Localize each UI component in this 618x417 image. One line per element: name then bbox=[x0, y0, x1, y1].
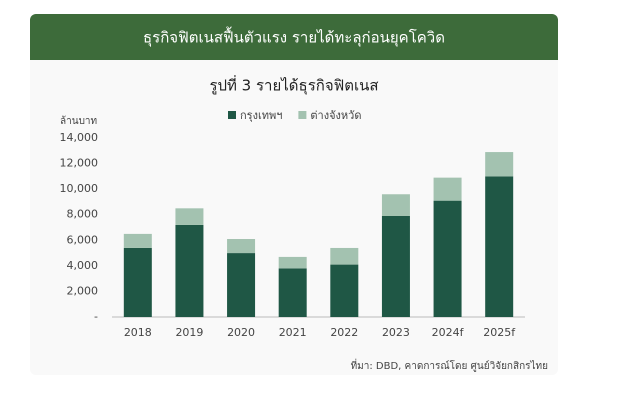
bar-segment bbox=[175, 224, 204, 317]
bar-segment bbox=[381, 215, 410, 317]
bar-segment bbox=[381, 194, 410, 216]
x-tick-label: 2023 bbox=[382, 326, 410, 339]
legend-swatch bbox=[298, 111, 307, 119]
legend-label: กรุงเทพฯ bbox=[240, 109, 282, 122]
y-tick-label: 2,000 bbox=[67, 284, 99, 297]
bar-segment bbox=[227, 253, 256, 317]
bar-segment bbox=[433, 177, 462, 201]
x-tick-label: 2022 bbox=[330, 326, 358, 339]
bar-segment bbox=[485, 152, 514, 177]
legend-swatch bbox=[228, 111, 236, 119]
bar-segment bbox=[330, 247, 359, 265]
legend-label: ต่างจังหวัด bbox=[310, 109, 361, 122]
bar-segment bbox=[433, 200, 462, 317]
source: ที่มา: DBD, คาดการณ์โดย ศูนย์วิจัยกสิกรไ… bbox=[351, 358, 548, 372]
bar-segment bbox=[123, 233, 152, 248]
x-tick-label: 2018 bbox=[124, 326, 152, 339]
y-tick-label: 8,000 bbox=[67, 208, 99, 221]
bar-segment bbox=[485, 176, 514, 317]
bar-segment bbox=[227, 239, 256, 254]
bar-segment bbox=[123, 247, 152, 317]
x-tick-label: 2020 bbox=[227, 326, 255, 339]
y-tick-label: 6,000 bbox=[67, 233, 99, 246]
y-axis-label: ล้านบาท bbox=[60, 115, 97, 127]
bar-segment bbox=[330, 264, 359, 317]
x-tick-label: 2021 bbox=[279, 326, 307, 339]
banner-title: ธุรกิจฟิตเนสฟื้นตัวแรง รายได้ทะลุก่อนยุค… bbox=[143, 27, 445, 48]
y-tick-label: 14,000 bbox=[60, 131, 99, 144]
y-tick-label: 12,000 bbox=[60, 157, 99, 170]
banner bbox=[30, 14, 558, 60]
y-tick-label: 4,000 bbox=[67, 259, 99, 272]
y-tick-label: 10,000 bbox=[60, 182, 99, 195]
y-tick-label: - bbox=[94, 310, 98, 323]
bar-segment bbox=[278, 256, 307, 269]
x-tick-label: 2024f bbox=[432, 326, 465, 339]
chart-title: รูปที่ 3 รายได้ธุรกิจฟิตเนส bbox=[209, 75, 378, 96]
card bbox=[30, 14, 558, 375]
bar-segment bbox=[175, 208, 204, 225]
x-tick-label: 2025f bbox=[483, 326, 516, 339]
x-tick-label: 2019 bbox=[175, 326, 203, 339]
bar-segment bbox=[278, 268, 307, 317]
